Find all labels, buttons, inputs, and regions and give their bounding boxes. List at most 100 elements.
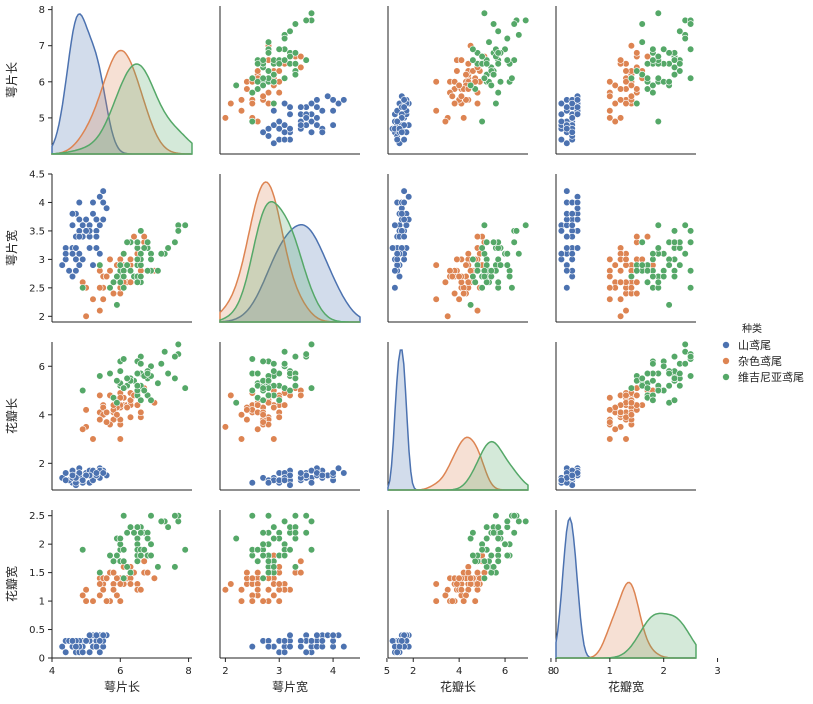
scatter-point <box>259 357 267 366</box>
scatter-point <box>307 517 316 526</box>
scatter-point <box>654 386 662 395</box>
scatter-point <box>227 391 235 400</box>
scatter-point <box>448 272 456 281</box>
scatter-point <box>286 103 294 111</box>
scatter-point <box>237 96 246 104</box>
scatter-point <box>113 301 121 309</box>
scatter-point <box>133 238 141 246</box>
y-axis-label: 花瓣长 <box>4 398 19 434</box>
scatter-point <box>483 534 491 543</box>
scatter-point <box>686 267 695 275</box>
scatter-point <box>147 540 155 548</box>
scatter-point <box>455 295 463 303</box>
scatter-point <box>606 295 614 303</box>
scatter-point <box>82 406 90 414</box>
scatter-point <box>154 563 162 571</box>
scatter-point <box>318 107 326 115</box>
scatter-point <box>616 312 625 320</box>
scatter-point <box>460 597 468 605</box>
scatter-point <box>154 267 162 275</box>
scatter-point <box>627 42 636 50</box>
scatter-point <box>79 386 87 395</box>
scatter-point <box>329 631 337 639</box>
scatter-point <box>96 637 104 645</box>
scatter-point <box>686 45 695 53</box>
scatter-point <box>120 250 128 258</box>
scatter-point <box>686 20 695 28</box>
scatter-point <box>393 250 401 258</box>
scatter-point <box>264 391 273 400</box>
scatter-point <box>89 435 97 443</box>
scatter-point <box>113 591 121 600</box>
scatter-point <box>563 244 571 252</box>
scatter-point <box>324 92 332 100</box>
scatter-point <box>568 210 576 218</box>
scatter-point <box>494 60 502 68</box>
scatter-point <box>275 117 283 126</box>
scatter-point <box>68 221 77 229</box>
scatter-point <box>79 255 87 264</box>
scatter-point <box>126 568 135 577</box>
panels-group: 5 6 7 8 萼片长 2 2.5 3 3.5 4 4.5 萼片宽 2 4 6 花瓣长 0 0.5 1 1.5 2 2.5… <box>4 5 721 694</box>
kde-维吉尼亚鸢尾 <box>388 440 529 491</box>
scatter-point <box>515 31 523 39</box>
scatter-point <box>313 121 321 129</box>
scatter-point <box>686 372 695 380</box>
scatter-point <box>643 384 652 392</box>
scatter-point <box>116 597 124 605</box>
scatter-point <box>557 227 566 235</box>
scatter-point <box>503 56 511 64</box>
x-axis-label: 花瓣长 <box>440 679 476 694</box>
scatter-point <box>161 348 169 356</box>
scatter-point <box>297 391 305 400</box>
scatter-point <box>622 99 630 108</box>
scatter-point <box>391 221 399 229</box>
scatter-point <box>248 74 256 82</box>
scatter-point <box>670 238 679 246</box>
scatter-point <box>606 406 614 414</box>
scatter-point <box>264 38 273 46</box>
scatter-point <box>480 74 489 82</box>
scatter-point <box>441 117 450 126</box>
scatter-point <box>616 85 625 93</box>
scatter-point <box>557 117 566 126</box>
x-tick-label: 4 <box>49 666 55 677</box>
scatter-point <box>264 132 273 140</box>
scatter-point <box>291 512 300 520</box>
scatter-point <box>633 67 641 75</box>
scatter-point <box>633 289 641 298</box>
scatter-point <box>275 45 283 53</box>
y-tick-label: 8 <box>39 5 45 16</box>
x-tick-label: 3 <box>276 666 282 677</box>
scatter-point <box>102 418 111 426</box>
scatter-point <box>510 20 518 28</box>
scatter-point <box>462 70 470 79</box>
scatter-point <box>448 597 456 605</box>
scatter-point <box>616 278 625 286</box>
scatter-point <box>96 250 104 258</box>
scatter-point <box>557 476 566 484</box>
scatter-point <box>96 221 104 229</box>
scatter-point <box>318 128 326 136</box>
scatter-point <box>633 85 641 93</box>
scatter-point <box>627 284 636 292</box>
scatter-point <box>144 534 152 543</box>
scatter-point <box>563 103 571 111</box>
y-tick-label: 4 <box>39 410 45 421</box>
scatter-point <box>62 469 70 477</box>
y-tick-label: 3.5 <box>29 226 45 237</box>
scatter-point <box>469 255 477 264</box>
panel-1-3 <box>555 174 696 323</box>
scatter-point <box>313 96 321 104</box>
scatter-point <box>254 78 262 86</box>
scatter-point <box>62 648 70 656</box>
scatter-point <box>102 597 111 605</box>
scatter-point <box>79 221 87 229</box>
scatter-point <box>455 272 463 281</box>
scatter-point <box>441 278 450 286</box>
legend-marker-setosa <box>722 341 730 349</box>
scatter-point <box>275 88 283 97</box>
scatter-point <box>92 642 100 651</box>
scatter-point <box>490 20 498 28</box>
scatter-point <box>649 360 657 368</box>
